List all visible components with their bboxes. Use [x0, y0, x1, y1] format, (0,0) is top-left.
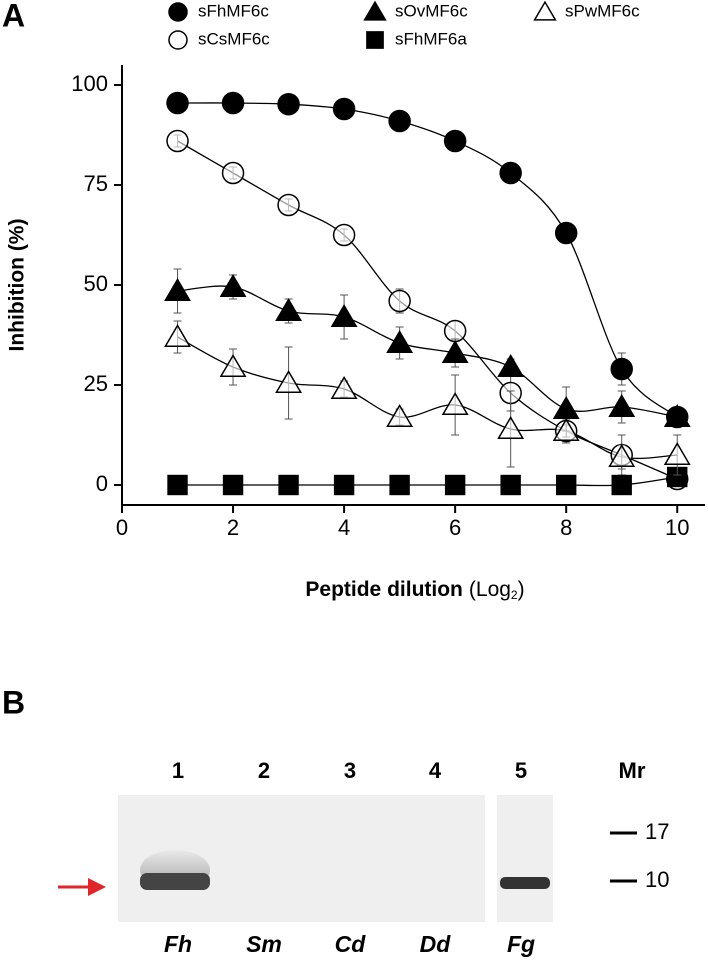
marker — [164, 323, 191, 347]
x-tick-label: 4 — [338, 515, 350, 540]
marker — [278, 474, 299, 496]
y-tick-label: 50 — [84, 271, 108, 296]
marker — [441, 339, 469, 363]
marker — [166, 91, 189, 115]
marker-label: 10 — [645, 867, 669, 892]
lane-species: Dd — [420, 931, 452, 957]
legend-label: sOvMF6c — [395, 1, 468, 20]
marker — [499, 161, 522, 185]
legend-label: sFhMF6a — [395, 29, 467, 48]
marker — [388, 109, 411, 133]
x-tick-label: 0 — [116, 515, 128, 540]
marker — [167, 474, 188, 496]
marker — [386, 403, 414, 427]
lane-number: 5 — [515, 758, 527, 783]
marker — [277, 92, 300, 116]
marker — [610, 357, 633, 381]
marker — [275, 369, 303, 393]
marker — [663, 403, 691, 427]
x-axis-unit-sub: 2 — [511, 588, 518, 602]
marker — [275, 297, 303, 321]
lane-number: 3 — [344, 758, 356, 783]
marker — [386, 329, 414, 353]
marker — [441, 391, 469, 415]
y-tick-label: 100 — [71, 71, 108, 96]
marker — [552, 417, 580, 441]
marker — [388, 289, 411, 313]
marker — [222, 474, 244, 496]
y-tick-label: 75 — [84, 171, 108, 196]
fit-line — [177, 140, 678, 480]
marker — [277, 193, 300, 217]
marker — [497, 353, 525, 377]
marker — [497, 415, 525, 439]
marker — [330, 375, 358, 399]
marker — [219, 273, 247, 297]
marker — [608, 443, 636, 467]
marker — [168, 30, 188, 50]
fit-line — [177, 336, 678, 460]
lane-number: 2 — [258, 758, 270, 783]
y-tick-label: 25 — [84, 371, 108, 396]
marker — [500, 474, 521, 496]
marker — [611, 474, 632, 496]
legend-label: sFhMF6c — [198, 1, 269, 20]
fit-line — [177, 102, 678, 418]
marker — [332, 223, 356, 247]
marker — [332, 97, 356, 121]
gel-band — [140, 873, 210, 890]
marker — [443, 319, 467, 343]
lane-species: Sm — [246, 931, 282, 957]
x-tick-label: 10 — [665, 515, 689, 540]
marker — [663, 441, 691, 465]
marker — [330, 303, 358, 327]
marker — [363, 0, 387, 21]
legend-label: sCsMF6c — [198, 29, 270, 48]
marker — [219, 353, 247, 377]
arrow-head — [88, 878, 106, 896]
lane-number: 4 — [429, 758, 442, 783]
x-axis-label: Peptide dilution (Log2) — [305, 578, 524, 603]
x-tick-label: 2 — [227, 515, 239, 540]
mr-label: Mr — [619, 758, 646, 783]
marker — [221, 91, 245, 115]
fit-line — [177, 285, 678, 418]
marker — [333, 474, 355, 496]
x-tick-label: 6 — [449, 515, 461, 540]
x-axis-label-text: Peptide dilution — [305, 578, 463, 601]
lane-species: Fh — [164, 931, 192, 957]
fit-line — [177, 476, 678, 487]
marker — [533, 0, 557, 21]
marker — [166, 129, 189, 153]
x-axis-unit-close: ) — [518, 578, 525, 601]
x-tick-label: 8 — [560, 515, 572, 540]
marker — [554, 221, 578, 245]
panel-label: A — [2, 0, 25, 33]
marker — [366, 31, 384, 49]
legend-label: sPwMF6c — [565, 1, 640, 20]
marker — [443, 129, 467, 153]
marker — [168, 2, 188, 22]
lane-species: Fg — [507, 931, 535, 957]
marker — [389, 474, 410, 496]
lane-number: 1 — [172, 758, 184, 783]
x-axis-unit: (Log — [469, 578, 511, 601]
panel-label: B — [2, 684, 25, 720]
marker — [552, 395, 580, 419]
marker — [164, 277, 191, 301]
marker — [444, 474, 466, 496]
marker — [608, 393, 636, 417]
y-tick-label: 0 — [96, 471, 108, 496]
marker — [221, 161, 245, 185]
lane-species: Cd — [335, 931, 367, 957]
marker — [555, 474, 577, 496]
y-axis-label: Inhibition (%) — [6, 219, 29, 352]
gel — [497, 795, 553, 922]
marker-label: 17 — [645, 819, 669, 844]
gel-band — [500, 877, 550, 889]
